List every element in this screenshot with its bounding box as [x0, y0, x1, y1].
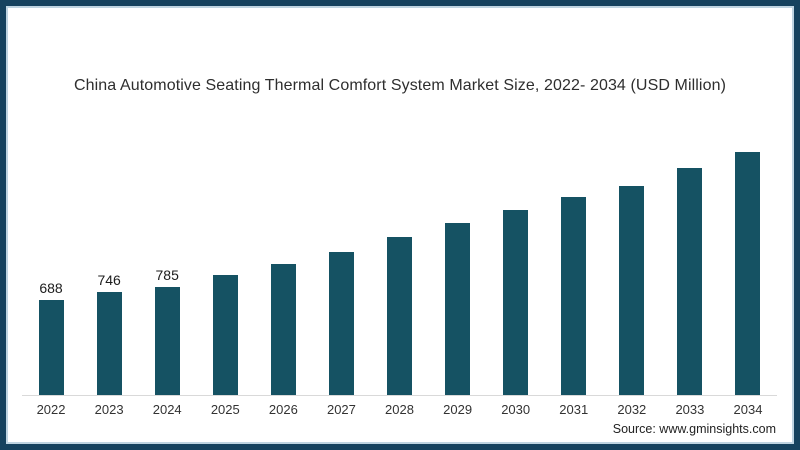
- x-axis-labels: 2022 2023 2024 2025 2026 2027 2028 2029 2030 2031…: [22, 402, 777, 417]
- chart-title: China Automotive Seating Thermal Comfort…: [73, 77, 727, 94]
- x-tick-label-2026: 2026: [268, 402, 298, 417]
- x-tick-label-2033: 2033: [675, 402, 705, 417]
- bar-2032: [619, 186, 645, 395]
- plot-area: 688 746 785: [22, 125, 777, 395]
- bar-2027: [328, 252, 354, 395]
- bar-column-2023: 746: [80, 125, 138, 395]
- x-tick-label-2030: 2030: [501, 402, 531, 417]
- bar-2031: [561, 197, 587, 395]
- x-tick-label-2031: 2031: [559, 402, 589, 417]
- x-tick-label-2025: 2025: [210, 402, 240, 417]
- bar-column-2034: [719, 125, 777, 395]
- bar-column-2032: [603, 125, 661, 395]
- bar-2029: [445, 223, 471, 395]
- bar-2025: [212, 275, 238, 395]
- bar-column-2026: [254, 125, 312, 395]
- x-tick-label-2023: 2023: [94, 402, 124, 417]
- bar-column-2031: [545, 125, 603, 395]
- x-tick-label-2028: 2028: [385, 402, 414, 417]
- bar-value-label-2023: 746: [97, 272, 121, 288]
- x-tick-label-2027: 2027: [326, 402, 356, 417]
- x-tick-label-2029: 2029: [443, 402, 473, 417]
- bar-value-label-2024: 785: [155, 267, 179, 283]
- bar-2023: [96, 292, 122, 395]
- x-axis-line: [22, 395, 777, 396]
- x-tick-label-2034: 2034: [733, 402, 763, 417]
- bar-column-2025: [196, 125, 254, 395]
- bar-2030: [503, 210, 529, 395]
- bar-value-label-2022: 688: [39, 280, 63, 296]
- bar-2028: [387, 237, 412, 395]
- bar-column-2028: [370, 125, 428, 395]
- bar-column-2027: [312, 125, 370, 395]
- bar-column-2029: [429, 125, 487, 395]
- bar-2022: [38, 300, 64, 395]
- bar-2026: [270, 264, 296, 395]
- bar-2034: [735, 152, 761, 395]
- bar-2033: [677, 168, 703, 395]
- bar-column-2024: 785: [138, 125, 196, 395]
- bar-column-2033: [661, 125, 719, 395]
- bar-column-2022: 688: [22, 125, 80, 395]
- source-credit: Source: www.gminsights.com: [612, 422, 776, 436]
- x-tick-label-2024: 2024: [152, 402, 182, 417]
- x-tick-label-2032: 2032: [617, 402, 647, 417]
- bar-column-2030: [487, 125, 545, 395]
- x-tick-label-2022: 2022: [36, 402, 66, 417]
- bar-2024: [154, 287, 180, 395]
